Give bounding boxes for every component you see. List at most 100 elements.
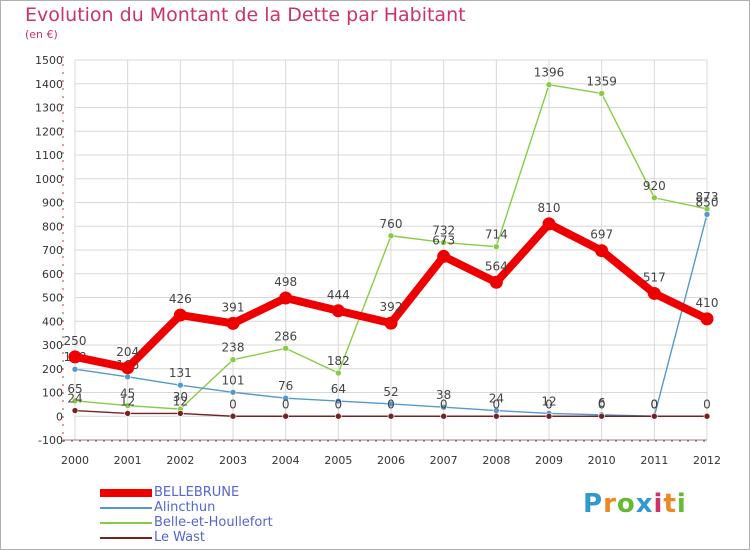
y-tick-label: 1000 <box>35 173 63 186</box>
data-label-bellebrune: 250 <box>64 334 87 348</box>
x-tick-label: 2009 <box>535 454 563 467</box>
logo-letter: t <box>663 489 677 519</box>
logo-letter: x <box>635 489 654 519</box>
data-point-alincthun <box>440 403 447 411</box>
data-point-le-wast <box>124 410 131 417</box>
data-point-bellebrune <box>647 286 661 300</box>
data-label-le-wast: 24 <box>67 392 82 406</box>
chart-unit: (en €) <box>25 28 58 41</box>
x-tick-label: 2005 <box>324 454 352 467</box>
data-point-le-wast <box>651 412 658 420</box>
data-label-belle-et-houllefort: 30 <box>173 390 188 404</box>
data-point-belle-et-houllefort <box>71 397 79 405</box>
data-label-bellebrune: 410 <box>696 296 719 310</box>
data-label-alincthun: 12 <box>541 394 556 408</box>
data-label-alincthun: 52 <box>383 385 398 399</box>
data-label-bellebrune: 810 <box>538 201 561 215</box>
y-tick-label: 800 <box>42 220 63 233</box>
data-point-alincthun <box>703 211 711 218</box>
data-label-alincthun: 38 <box>436 388 451 402</box>
data-label-alincthun: 6 <box>598 396 606 410</box>
data-point-alincthun <box>71 365 79 373</box>
data-label-le-wast: 0 <box>440 397 448 411</box>
x-tick-label: 2008 <box>482 454 510 467</box>
data-point-le-wast <box>440 412 447 420</box>
data-point-belle-et-houllefort <box>124 402 131 409</box>
data-label-le-wast: 0 <box>387 397 395 411</box>
data-label-belle-et-houllefort: 238 <box>222 341 245 355</box>
data-label-le-wast: 0 <box>282 397 290 411</box>
data-point-alincthun <box>387 400 395 408</box>
data-point-belle-et-houllefort <box>493 243 500 250</box>
x-tick-label: 2002 <box>166 454 194 467</box>
data-label-alincthun: 0 <box>651 397 659 411</box>
data-point-belle-et-houllefort <box>282 345 289 352</box>
data-point-bellebrune <box>700 312 714 326</box>
data-label-alincthun: 76 <box>278 379 293 393</box>
data-point-belle-et-houllefort <box>598 90 605 97</box>
legend-label: Le Wast <box>154 530 206 545</box>
data-label-bellebrune: 204 <box>116 345 139 359</box>
y-tick-label: 100 <box>42 387 63 400</box>
data-label-le-wast: 12 <box>120 394 135 408</box>
data-point-bellebrune <box>384 316 398 330</box>
y-tick-label: 1100 <box>35 149 63 162</box>
data-point-alincthun <box>229 388 237 396</box>
chart-title: Evolution du Montant de la Dette par Hab… <box>25 4 466 26</box>
data-label-belle-et-houllefort: 65 <box>67 382 82 396</box>
data-point-bellebrune <box>542 217 556 231</box>
y-tick-label: 900 <box>42 197 63 210</box>
data-label-le-wast: 0 <box>229 397 237 411</box>
logo-letter: i <box>676 489 687 519</box>
data-label-alincthun: 24 <box>489 392 504 406</box>
data-label-bellebrune: 426 <box>169 292 192 306</box>
data-point-bellebrune <box>226 316 240 330</box>
data-label-alincthun: 64 <box>331 382 346 396</box>
data-label-le-wast: 0 <box>493 397 501 411</box>
data-label-bellebrune: 391 <box>222 300 245 314</box>
data-point-bellebrune <box>279 291 293 305</box>
y-tick-label: 700 <box>42 244 63 257</box>
data-label-belle-et-houllefort: 182 <box>327 354 350 368</box>
data-label-bellebrune: 444 <box>327 288 350 302</box>
data-point-le-wast <box>177 410 184 417</box>
data-point-bellebrune <box>595 244 609 258</box>
legend-label: Alincthun <box>154 500 216 515</box>
data-label-belle-et-houllefort: 732 <box>432 223 455 237</box>
data-point-belle-et-houllefort <box>545 81 553 88</box>
data-point-bellebrune <box>173 308 187 322</box>
x-tick-label: 2006 <box>377 454 405 467</box>
logo-letter: o <box>616 489 636 519</box>
legend-label: BELLEBRUNE <box>154 485 240 500</box>
data-label-belle-et-houllefort: 920 <box>643 179 666 193</box>
data-label-belle-et-houllefort: 286 <box>274 329 297 343</box>
y-tick-label: 1300 <box>35 102 63 115</box>
logo-letter: r <box>603 489 617 519</box>
y-tick-label: 1500 <box>35 54 63 67</box>
data-point-bellebrune <box>331 304 345 318</box>
data-label-le-wast: 12 <box>173 394 188 408</box>
legend-swatch <box>100 537 152 539</box>
data-point-bellebrune <box>121 361 135 375</box>
data-point-le-wast <box>703 412 711 420</box>
y-tick-label: 200 <box>42 363 63 376</box>
data-label-le-wast: 0 <box>545 397 553 411</box>
x-tick-label: 2003 <box>219 454 247 467</box>
data-point-le-wast <box>71 407 79 414</box>
data-label-belle-et-houllefort: 1396 <box>534 66 565 80</box>
data-point-le-wast <box>335 412 342 420</box>
data-point-belle-et-houllefort <box>229 356 237 364</box>
y-tick-label: -100 <box>38 434 63 447</box>
legend-label: Belle-et-Houllefort <box>154 515 273 530</box>
data-point-le-wast <box>229 412 237 420</box>
x-tick-label: 2000 <box>61 454 89 467</box>
data-point-le-wast <box>545 412 553 420</box>
data-label-belle-et-houllefort: 1359 <box>586 74 617 88</box>
y-tick-label: 0 <box>56 410 63 423</box>
data-point-le-wast <box>598 412 605 420</box>
logo-letter: i <box>653 489 664 519</box>
data-point-alincthun <box>282 394 289 402</box>
proxiti-logo: Proxiti <box>583 489 687 519</box>
